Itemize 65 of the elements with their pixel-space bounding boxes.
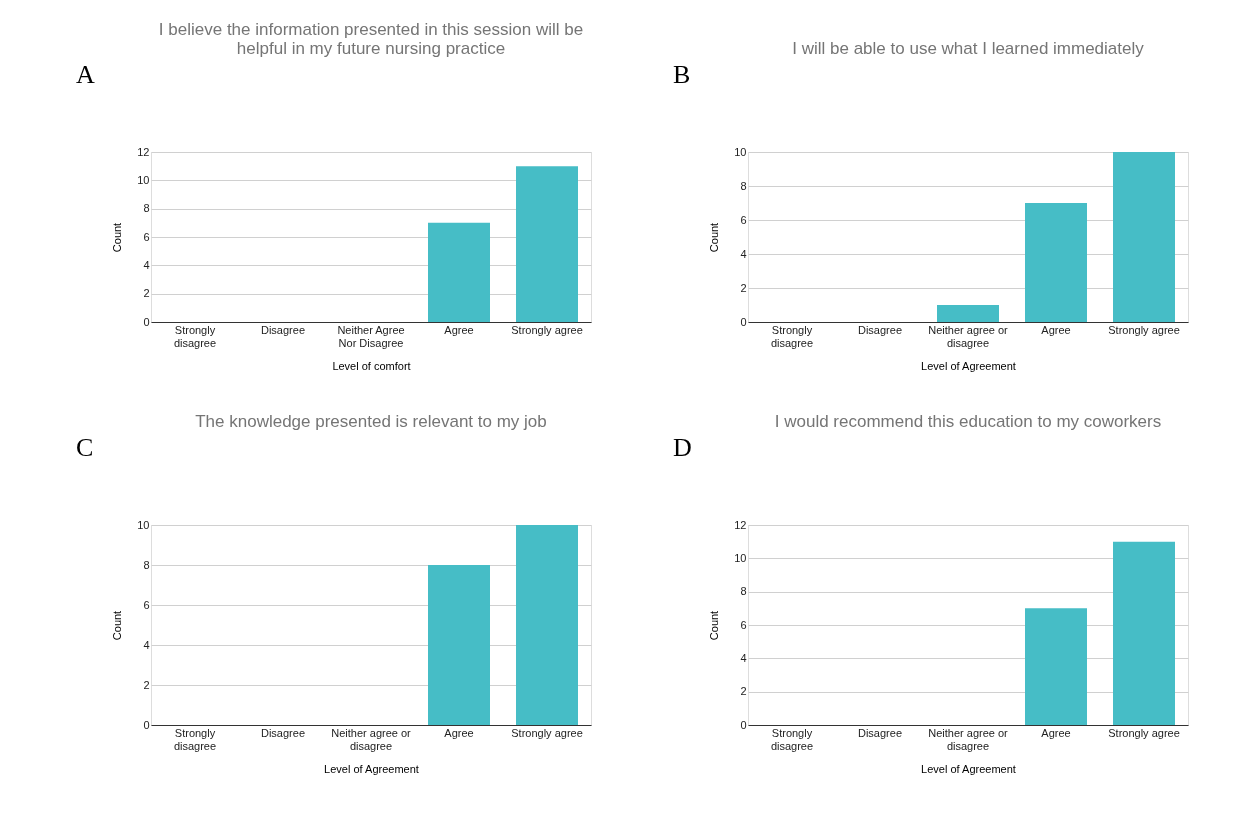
x-tick-label: Strongly agree: [511, 323, 583, 336]
y-axis-title: Count: [708, 610, 721, 641]
y-tick-label: 4: [740, 247, 747, 260]
bar: [1025, 203, 1087, 322]
y-tick-label: 8: [143, 558, 150, 571]
y-tick-label: 2: [740, 281, 747, 294]
x-tick-label: Neither agree or disagree: [331, 726, 412, 752]
y-tick-label: 10: [734, 551, 747, 564]
text: C: [76, 433, 94, 462]
y-tick-label: 8: [143, 202, 150, 215]
x-axis-title: Level of Agreement: [921, 762, 1016, 775]
y-tick-label: 12: [137, 145, 150, 158]
x-tick-label: Neither agree or disagree: [928, 323, 1009, 349]
x-tick-label: Agree: [444, 726, 474, 739]
y-tick-label: 4: [143, 258, 150, 271]
bar: [937, 305, 999, 322]
y-tick-label: 0: [740, 315, 747, 328]
x-tick-label: Agree: [1041, 323, 1071, 336]
y-tick-label: 6: [143, 230, 150, 243]
x-tick-label: Disagree: [857, 726, 903, 739]
y-axis-title: Count: [111, 222, 124, 253]
x-tick-label: Agree: [444, 323, 474, 336]
x-tick-label: Strongly agree: [511, 726, 583, 739]
x-axis-title: Level of comfort: [332, 359, 411, 372]
x-tick-label: Strongly agree: [1108, 726, 1180, 739]
chart-title: I will be able to use what I learned immediately: [792, 39, 1145, 58]
y-tick-label: 10: [734, 145, 747, 158]
y-tick-label: 6: [143, 598, 150, 611]
y-tick-label: 12: [734, 518, 747, 531]
chart-title: The knowledge presented is relevant to my job: [195, 412, 547, 431]
x-tick-label: Neither agree or disagree: [928, 726, 1009, 752]
bar: [1113, 152, 1175, 322]
y-tick-label: 10: [137, 173, 150, 186]
x-tick-label: Strongly agree: [1108, 323, 1180, 336]
y-tick-label: 4: [143, 638, 150, 651]
y-tick-label: 0: [143, 718, 150, 731]
y-tick-label: 0: [740, 718, 747, 731]
y-axis-title: Count: [708, 222, 721, 253]
y-tick-label: 6: [740, 618, 747, 631]
x-tick-label: Neither Agree Nor Disagree: [337, 323, 405, 349]
x-tick-label: Disagree: [857, 323, 903, 336]
text: B: [673, 60, 691, 89]
x-tick-label: Strongly disagree: [770, 323, 814, 349]
y-tick-label: 8: [740, 585, 747, 598]
y-tick-label: 8: [740, 179, 747, 192]
y-tick-label: 2: [143, 287, 150, 300]
y-tick-label: 0: [143, 315, 150, 328]
x-tick-label: Disagree: [260, 726, 306, 739]
x-tick-label: Strongly disagree: [173, 726, 217, 752]
y-tick-label: 4: [740, 651, 747, 664]
x-axis-title: Level of Agreement: [921, 359, 1016, 372]
text: A: [76, 60, 95, 89]
y-axis-title: Count: [111, 610, 124, 641]
y-tick-label: 10: [137, 518, 150, 531]
x-tick-label: Strongly disagree: [173, 323, 217, 349]
chart-title: I would recommend this education to my coworkers: [774, 412, 1162, 431]
x-tick-label: Disagree: [260, 323, 306, 336]
x-tick-label: Agree: [1041, 726, 1071, 739]
chart-title: I believe the information presented in this session will be helpful in my future nursing practice: [158, 20, 584, 58]
y-tick-label: 2: [143, 678, 150, 691]
x-axis-title: Level of Agreement: [324, 762, 419, 775]
text: D: [673, 433, 692, 462]
y-tick-label: 6: [740, 213, 747, 226]
x-tick-label: Strongly disagree: [770, 726, 814, 752]
y-tick-label: 2: [740, 685, 747, 698]
